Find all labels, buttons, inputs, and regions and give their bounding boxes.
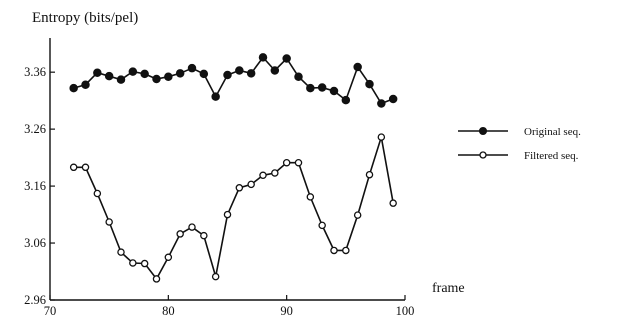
- data-point-original: [81, 80, 90, 89]
- data-point-original: [128, 67, 138, 76]
- legend-marker-1: [478, 126, 488, 136]
- chart-title: Entropy (bits/pel): [32, 10, 138, 26]
- data-point-filtered: [365, 170, 374, 179]
- data-point-original: [152, 74, 161, 84]
- y-tick-label: 3.16: [24, 179, 46, 193]
- data-point-filtered: [330, 246, 338, 255]
- x-axis-ticks: 70 80 90 100: [44, 295, 415, 318]
- data-point-original: [187, 63, 197, 73]
- legend-label-2: Filtered seq.: [524, 150, 579, 162]
- data-point-original: [294, 72, 303, 81]
- y-tick-label: 3.06: [24, 236, 46, 250]
- y-tick-label: 3.26: [24, 122, 46, 136]
- data-point-original: [140, 69, 149, 79]
- x-tick-label: 90: [280, 304, 293, 318]
- data-point-filtered: [188, 223, 196, 231]
- data-point-filtered: [271, 169, 279, 177]
- data-point-original: [258, 53, 268, 62]
- data-point-filtered: [377, 133, 386, 141]
- data-point-filtered: [140, 259, 149, 268]
- series-layer: [69, 53, 398, 283]
- y-axis-ticks: 2.96 3.06 3.16 3.26 3.36: [24, 65, 55, 307]
- data-point-original: [365, 79, 374, 89]
- data-point-filtered: [282, 158, 291, 167]
- data-point-filtered: [259, 171, 267, 180]
- data-point-original: [116, 75, 126, 84]
- data-point-filtered: [117, 248, 125, 256]
- data-point-original: [223, 70, 232, 80]
- data-point-original: [317, 83, 327, 92]
- data-point-filtered: [105, 218, 113, 226]
- legend: Original seq. Filtered seq.: [458, 126, 581, 162]
- series-line-2: [73, 136, 394, 281]
- data-point-filtered: [353, 211, 362, 219]
- legend-label-1: Original seq.: [524, 126, 581, 138]
- data-point-filtered: [176, 230, 184, 238]
- data-point-filtered: [81, 163, 90, 172]
- series-line-1: [73, 56, 394, 105]
- data-point-original: [69, 83, 78, 93]
- data-point-original: [270, 66, 280, 75]
- legend-marker-2: [479, 151, 487, 159]
- data-point-filtered: [306, 193, 315, 201]
- x-tick-label: 70: [44, 304, 57, 318]
- data-point-original: [282, 54, 291, 63]
- data-point-filtered: [211, 272, 220, 281]
- data-point-original: [211, 92, 220, 101]
- data-point-filtered: [294, 158, 303, 167]
- data-point-filtered: [342, 246, 350, 255]
- y-tick-label: 3.36: [24, 65, 46, 79]
- data-point-filtered: [93, 189, 102, 198]
- data-point-original: [93, 68, 102, 77]
- data-point-original: [377, 99, 386, 108]
- data-point-original: [104, 71, 114, 81]
- x-tick-label: 100: [396, 304, 415, 318]
- data-point-filtered: [152, 275, 161, 283]
- data-point-original: [341, 95, 351, 105]
- data-point-original: [175, 69, 185, 78]
- data-point-filtered: [200, 231, 208, 240]
- data-point-original: [353, 62, 362, 72]
- data-point-original: [199, 69, 209, 79]
- data-point-original: [329, 86, 339, 96]
- data-point-original: [235, 66, 244, 75]
- data-point-original: [388, 94, 398, 104]
- data-point-filtered: [223, 210, 232, 219]
- x-tick-label: 80: [162, 304, 175, 318]
- data-point-original: [246, 69, 256, 78]
- data-point-filtered: [318, 221, 326, 230]
- data-point-filtered: [235, 184, 244, 192]
- data-point-filtered: [164, 253, 173, 262]
- data-point-original: [306, 83, 315, 93]
- y-tick-label: 2.96: [24, 293, 46, 307]
- data-point-original: [164, 72, 173, 81]
- data-point-filtered: [129, 259, 137, 267]
- data-point-filtered: [389, 199, 397, 207]
- x-axis-label: frame: [432, 281, 465, 296]
- data-point-filtered: [69, 163, 78, 172]
- plot-area: 2.96 3.06 3.16 3.26 3.36 70 80 90 100: [24, 38, 414, 318]
- data-point-filtered: [247, 180, 255, 189]
